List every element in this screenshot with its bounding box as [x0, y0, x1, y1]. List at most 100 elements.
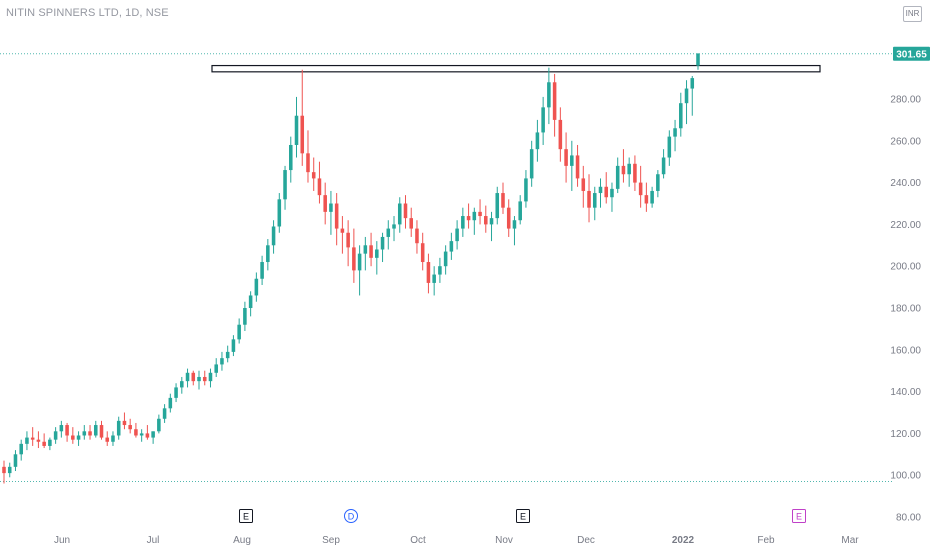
candle	[294, 96, 299, 158]
candle	[220, 351, 224, 371]
currency-badge[interactable]: INR	[903, 6, 922, 22]
candle	[225, 345, 230, 363]
candle	[191, 370, 196, 386]
candle	[311, 157, 316, 191]
y-tick-label: 120.00	[890, 429, 921, 440]
candle-body	[397, 203, 402, 225]
candle	[592, 186, 597, 221]
candle	[506, 199, 511, 237]
candle	[306, 130, 310, 183]
candle	[495, 186, 500, 225]
candle	[397, 197, 402, 233]
candle	[128, 418, 132, 434]
candle-body	[661, 157, 666, 175]
candle	[661, 149, 666, 179]
candle	[277, 193, 282, 233]
candle-body	[552, 82, 557, 120]
candle	[53, 427, 58, 444]
candle-body	[581, 178, 586, 191]
candle-body	[266, 245, 270, 263]
candle-body	[220, 358, 224, 365]
candle-body	[352, 247, 356, 271]
candle-body	[638, 182, 643, 196]
candle	[185, 368, 190, 388]
candle-body	[294, 115, 299, 145]
y-tick-label: 180.00	[890, 304, 921, 315]
candle	[36, 431, 41, 449]
candle	[116, 416, 121, 440]
candle-body	[208, 372, 213, 382]
candle	[633, 155, 637, 191]
candle-body	[495, 193, 500, 219]
candle-body	[592, 193, 597, 208]
candle-body	[650, 190, 654, 204]
candle-body	[145, 433, 150, 438]
candle	[357, 245, 362, 296]
candles	[2, 53, 700, 484]
candle-body	[443, 251, 448, 267]
candle-body	[111, 435, 115, 442]
candle-body	[506, 207, 511, 229]
candle-body	[535, 132, 540, 150]
y-tick-label: 220.00	[890, 220, 921, 231]
candle	[266, 239, 270, 271]
candle	[300, 69, 305, 166]
candle-body	[180, 381, 184, 388]
candle	[59, 420, 64, 438]
candle	[208, 368, 213, 388]
candle-body	[621, 165, 626, 175]
last-price-label: 301.65	[896, 49, 927, 60]
candle-body	[65, 425, 69, 436]
candle	[690, 76, 695, 116]
candle	[656, 170, 660, 198]
candle-body	[484, 216, 488, 225]
candle-body	[13, 454, 18, 467]
candle-body	[157, 418, 161, 432]
candle	[340, 216, 345, 254]
candle	[25, 431, 29, 451]
candle-body	[122, 420, 127, 426]
x-tick-label: Jul	[147, 535, 160, 546]
candle	[88, 425, 92, 440]
candle	[547, 67, 551, 125]
x-tick-label: Jun	[54, 535, 70, 546]
candle-body	[283, 170, 287, 200]
x-tick-label: Aug	[233, 535, 251, 546]
candle	[48, 437, 52, 451]
candle-body	[501, 193, 505, 208]
candle	[524, 170, 528, 208]
candle	[363, 236, 368, 271]
candle-body	[426, 262, 431, 283]
resistance-zone	[211, 64, 821, 73]
x-tick-label: 2022	[672, 535, 695, 546]
earnings-icon	[239, 509, 253, 523]
candle	[598, 178, 603, 208]
candle-body	[76, 435, 81, 440]
y-tick-label: 80.00	[896, 513, 921, 524]
candle	[197, 370, 201, 390]
last-price-tag: 301.65	[0, 46, 930, 61]
candle	[518, 195, 522, 225]
candle-body	[363, 245, 368, 254]
y-tick-label: 160.00	[890, 345, 921, 356]
candle-body	[231, 339, 236, 352]
candle-body	[128, 425, 132, 430]
candle	[409, 207, 414, 237]
x-tick-label: Dec	[577, 535, 595, 546]
y-tick-label: 240.00	[890, 178, 921, 189]
candle	[501, 182, 505, 214]
candle	[168, 393, 173, 413]
candle	[575, 144, 580, 187]
candle	[111, 431, 115, 446]
candle-body	[558, 119, 563, 150]
candle	[604, 172, 609, 204]
candle	[535, 119, 540, 162]
candle-body	[644, 195, 649, 204]
candle-body	[162, 408, 167, 419]
event-marker-earnings: E	[239, 509, 253, 523]
candle-body	[174, 387, 178, 398]
candle-body	[191, 372, 196, 382]
x-tick-label: Nov	[495, 535, 513, 546]
